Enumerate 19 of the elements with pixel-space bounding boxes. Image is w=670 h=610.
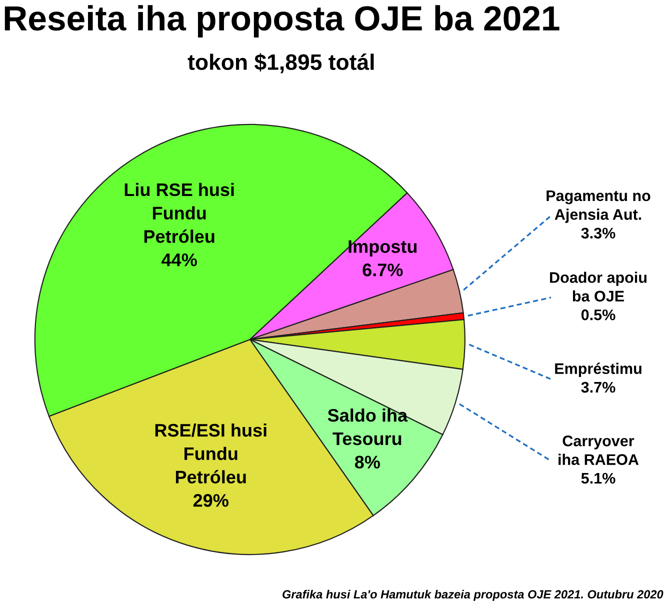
data-label: 6.7% — [362, 264, 403, 276]
slice-label: Doador apoiu ba OJE — [550, 272, 646, 302]
data-label: 8% — [354, 456, 380, 468]
data-label: 3.7% — [581, 382, 616, 393]
data-label: 5.1% — [581, 472, 616, 484]
slice-label: RSE/ESI husi Fundu Petróleu — [155, 423, 266, 484]
slice-label: Liu RSE husi Fundu Petróleu — [124, 182, 234, 243]
text: Grafika husi La'o Hamutuk bazeia proposta OJE 2021. Outubru 2020 — [282, 590, 664, 601]
slice-label: Saldo iha Tesouru — [328, 408, 408, 446]
data-label: 29% — [193, 494, 228, 507]
slice-label: Impostu — [348, 240, 417, 257]
data-label: 3.3% — [581, 228, 616, 239]
slice-label: Empréstimu — [555, 362, 642, 378]
slice-label: Pagamentu no Ajensia Aut. — [546, 190, 650, 223]
data-label: 0.5% — [581, 309, 616, 320]
chart-subtitle: tokon $1,895 totál — [188, 53, 374, 74]
chart-title: Reseita iha proposta OJE ba 2021 — [4, 5, 560, 38]
data-label: 44% — [162, 254, 197, 266]
slice-label: Carryover iha RAEOA — [558, 436, 639, 466]
